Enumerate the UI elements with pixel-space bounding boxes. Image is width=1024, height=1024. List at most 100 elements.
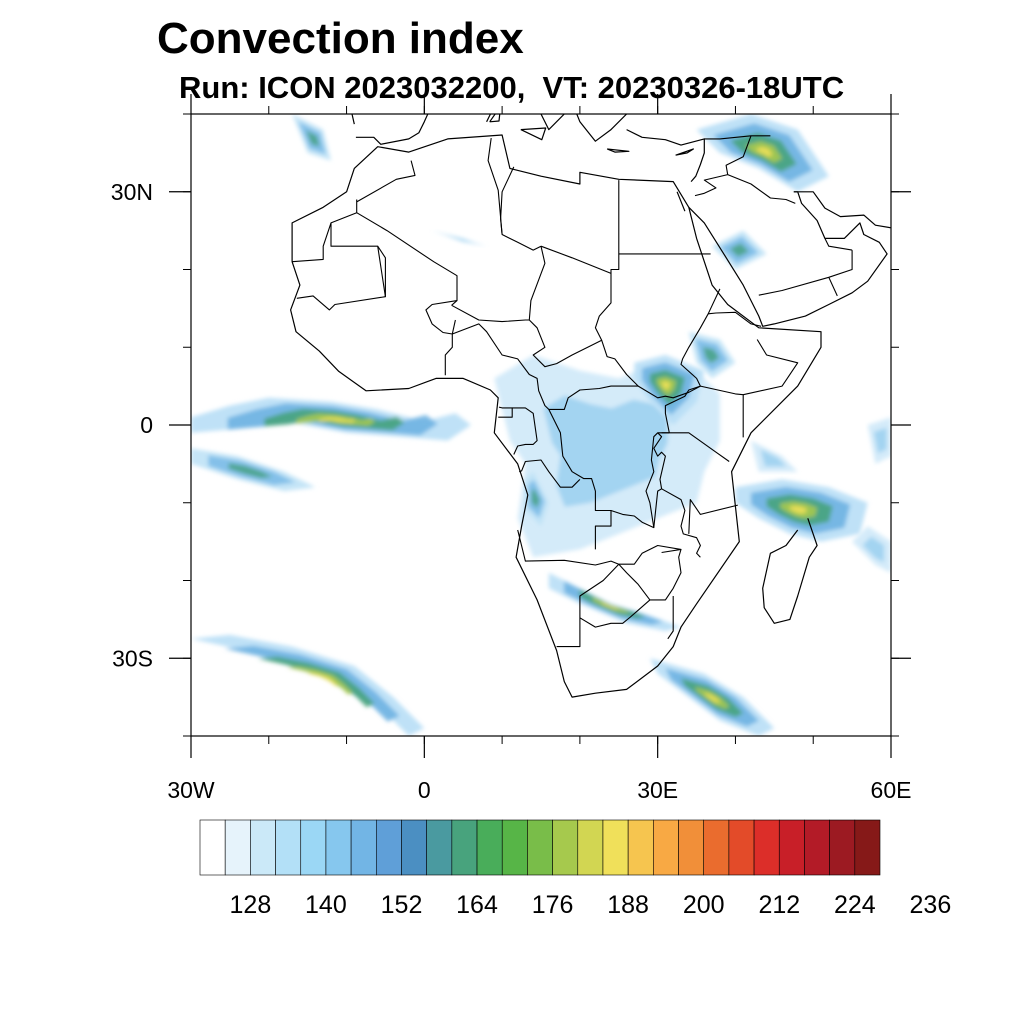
coastline xyxy=(688,191,888,327)
convection-contour xyxy=(755,146,773,157)
country-border xyxy=(356,160,416,203)
country-border xyxy=(451,319,456,335)
axis-ticks: 30W 0 30E 60E 30N 0 30S xyxy=(111,94,912,803)
colorbar-label: 176 xyxy=(532,891,574,919)
colorbar-swatch xyxy=(451,819,478,876)
colorbar-swatch xyxy=(778,819,805,876)
lon-tick-label: 60E xyxy=(871,777,912,803)
country-border xyxy=(500,166,515,235)
colorbar-swatch xyxy=(401,819,427,876)
colorbar-swatch xyxy=(854,819,881,876)
colorbar-swatch xyxy=(375,819,402,876)
colorbar-swatch xyxy=(627,819,654,876)
colorbar-label: 140 xyxy=(305,891,347,919)
colorbar-swatch xyxy=(350,819,377,876)
convective-region xyxy=(191,397,471,441)
colorbar-swatch xyxy=(275,819,302,876)
convection-contour xyxy=(318,417,356,423)
convective-region xyxy=(688,331,736,379)
lon-tick-label: 30E xyxy=(637,777,678,803)
colorbar-swatch xyxy=(527,819,553,876)
convection-contour xyxy=(445,234,476,244)
convection-contour xyxy=(287,666,353,695)
convection-contour xyxy=(789,505,807,514)
country-border xyxy=(680,288,721,387)
convection-contour xyxy=(862,536,884,563)
colorbar-swatch xyxy=(476,819,503,876)
convective-region xyxy=(292,114,331,161)
convection-contour xyxy=(224,645,400,722)
chart-subtitle: Run: ICON 2023032200, VT: 20230326-18UTC xyxy=(179,70,845,105)
colorbar-swatch xyxy=(753,819,780,876)
lat-tick-label: 30N xyxy=(111,179,153,205)
lat-tick-label: 30S xyxy=(112,645,153,671)
convection-contour xyxy=(661,381,671,391)
colorbar-label: 200 xyxy=(683,891,725,919)
convective-region xyxy=(432,230,487,247)
country-border xyxy=(694,174,728,197)
chart-title: Convection index xyxy=(157,14,524,63)
colorbar-swatch xyxy=(501,819,528,876)
country-border xyxy=(296,222,386,311)
convective-region xyxy=(712,230,767,270)
convective-region xyxy=(867,417,891,464)
convection-contour xyxy=(873,427,887,454)
colorbar-label: 128 xyxy=(230,891,272,919)
convection-contour xyxy=(564,581,664,625)
coastline xyxy=(762,518,818,624)
convective-region xyxy=(649,658,775,736)
country-border xyxy=(725,135,752,175)
country-border xyxy=(452,323,639,410)
colorbar-swatch xyxy=(199,819,226,876)
colorbar-label: 188 xyxy=(607,891,649,919)
convective-region xyxy=(696,114,829,192)
country-border xyxy=(618,544,682,565)
convective-region xyxy=(852,526,891,573)
country-border xyxy=(688,499,738,534)
coastline xyxy=(351,114,429,145)
country-border xyxy=(356,212,458,306)
colorbar-label: 152 xyxy=(381,891,423,919)
colorbar-swatch xyxy=(728,819,755,876)
country-border xyxy=(653,488,701,558)
colorbar-swatch xyxy=(602,819,629,876)
convection-contour xyxy=(593,596,630,613)
coastline xyxy=(520,127,547,141)
colorbar-swatch xyxy=(653,819,679,876)
country-border xyxy=(512,407,538,455)
country-border xyxy=(594,510,612,550)
country-border xyxy=(664,385,744,438)
coastline xyxy=(793,191,891,229)
convection-contour xyxy=(191,634,425,736)
convective-region xyxy=(525,471,549,527)
convective-region xyxy=(191,634,425,736)
country-border xyxy=(727,174,796,204)
coastline xyxy=(606,148,630,153)
colorbar-swatch xyxy=(577,819,604,876)
convection-contour xyxy=(602,601,620,610)
colorbar-label: 164 xyxy=(456,891,498,919)
country-border xyxy=(425,300,458,376)
convection-contour xyxy=(760,449,787,467)
convection-contour xyxy=(543,395,668,507)
colorbar-swatch xyxy=(325,819,352,876)
country-border xyxy=(548,409,670,529)
colorbar-label: 236 xyxy=(910,891,952,919)
colorbar: 128 140 152 164 176 188 200 212 224 236 xyxy=(199,819,952,919)
colorbar-swatch xyxy=(552,819,579,876)
convection-contour xyxy=(228,463,273,479)
convective-region xyxy=(735,479,868,542)
colorbar-swatch xyxy=(250,819,276,876)
lon-tick-label: 0 xyxy=(418,777,431,803)
country-border xyxy=(708,311,762,327)
convective-region xyxy=(751,440,798,472)
lon-tick-label: 30W xyxy=(167,777,215,803)
colorbar-label: 224 xyxy=(834,891,876,919)
convection-contour xyxy=(579,589,646,619)
country-border xyxy=(579,599,651,628)
convection-contour xyxy=(704,692,721,703)
country-border xyxy=(618,549,682,601)
colorbar-swatch xyxy=(829,819,856,876)
country-border xyxy=(743,339,799,396)
